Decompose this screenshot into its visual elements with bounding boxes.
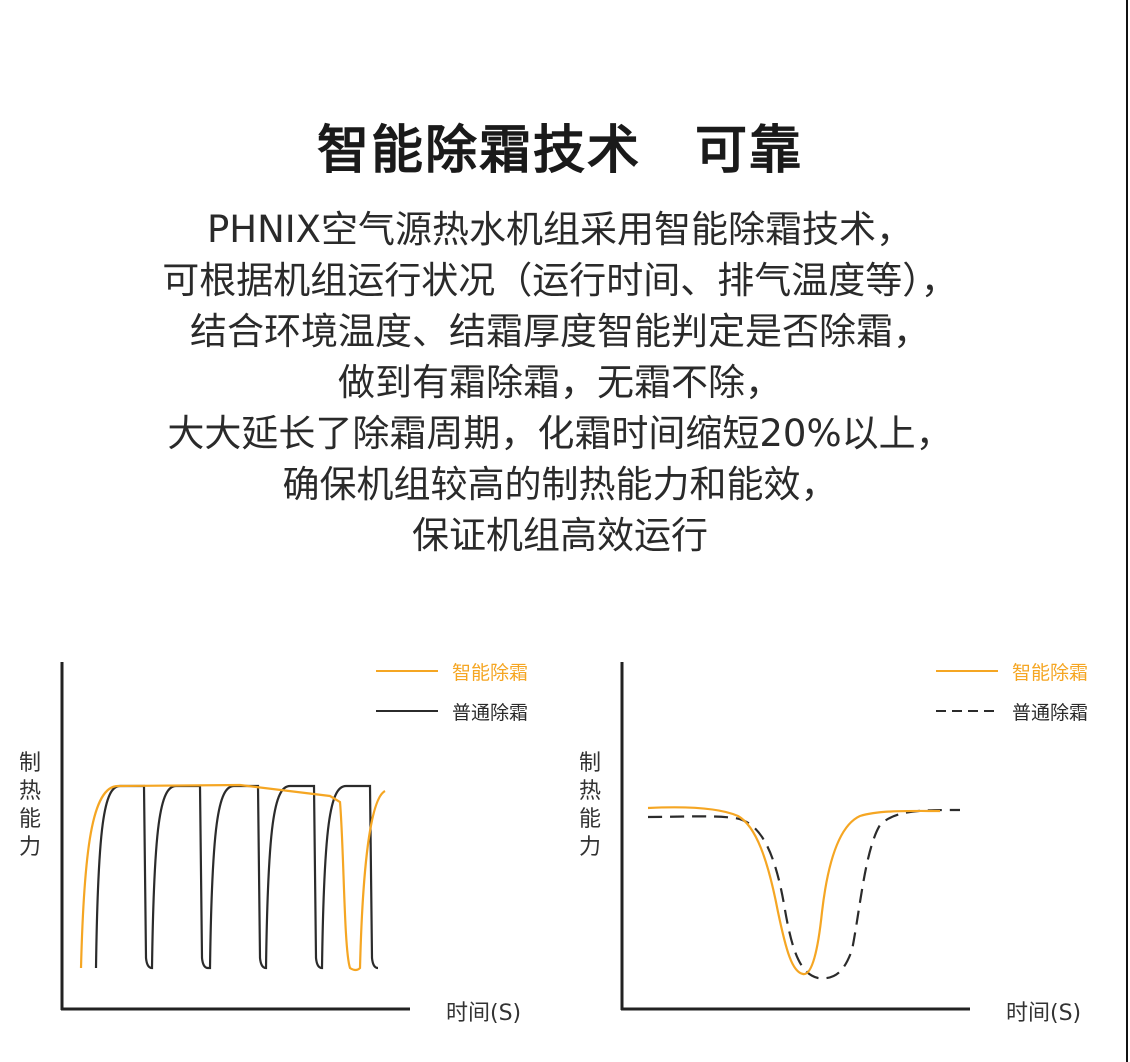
legend-label-smart: 智能除霜 bbox=[1012, 662, 1089, 684]
chart-left-svg bbox=[60, 662, 410, 1011]
page-edge bbox=[1126, 0, 1128, 1062]
description-line: 保证机组高效运行 bbox=[412, 514, 708, 557]
chart-defrost-dip: 制热能力 时间(S) 智能除霜 普通除霜 bbox=[560, 650, 1120, 1030]
legend-label-normal: 普通除霜 bbox=[1012, 702, 1089, 724]
series-line-normal bbox=[647, 808, 961, 980]
legend-swatch-normal bbox=[936, 710, 998, 712]
description: PHNIX空气源热水机组采用智能除霜技术， 可根据机组运行状况（运行时间、排气温… bbox=[0, 204, 1120, 561]
series-line-smart bbox=[79, 783, 386, 972]
description-line: 结合环境温度、结霜厚度智能判定是否除霜， bbox=[190, 310, 930, 353]
legend-label-normal: 普通除霜 bbox=[452, 702, 529, 724]
chart-right-svg bbox=[620, 662, 970, 1011]
description-line: 确保机组较高的制热能力和能效， bbox=[282, 463, 838, 506]
legend-swatch-smart bbox=[936, 670, 998, 672]
legend-swatch-normal bbox=[376, 710, 438, 712]
chart-defrost-cycles: 制热能力 时间(S) 智能除霜 普通除霜 bbox=[0, 650, 560, 1030]
legend-swatch-smart bbox=[376, 670, 438, 672]
x-axis-label: 时间(S) bbox=[1006, 1001, 1082, 1026]
description-line: 大大延长了除霜周期，化霜时间缩短20%以上， bbox=[167, 412, 953, 455]
y-axis-label: 制热能力 bbox=[578, 751, 601, 860]
page-title: 智能除霜技术 可靠 bbox=[316, 121, 803, 181]
series-line-smart bbox=[647, 806, 941, 976]
description-line: 可根据机组运行状况（运行时间、排气温度等）， bbox=[162, 259, 958, 302]
legend-label-smart: 智能除霜 bbox=[452, 662, 529, 684]
description-line: PHNIX空气源热水机组采用智能除霜技术， bbox=[206, 208, 914, 251]
x-axis-label: 时间(S) bbox=[446, 1001, 522, 1026]
y-axis-label: 制热能力 bbox=[18, 751, 41, 860]
series-line-normal bbox=[94, 784, 379, 970]
description-line: 做到有霜除霜，无霜不除， bbox=[338, 361, 782, 404]
